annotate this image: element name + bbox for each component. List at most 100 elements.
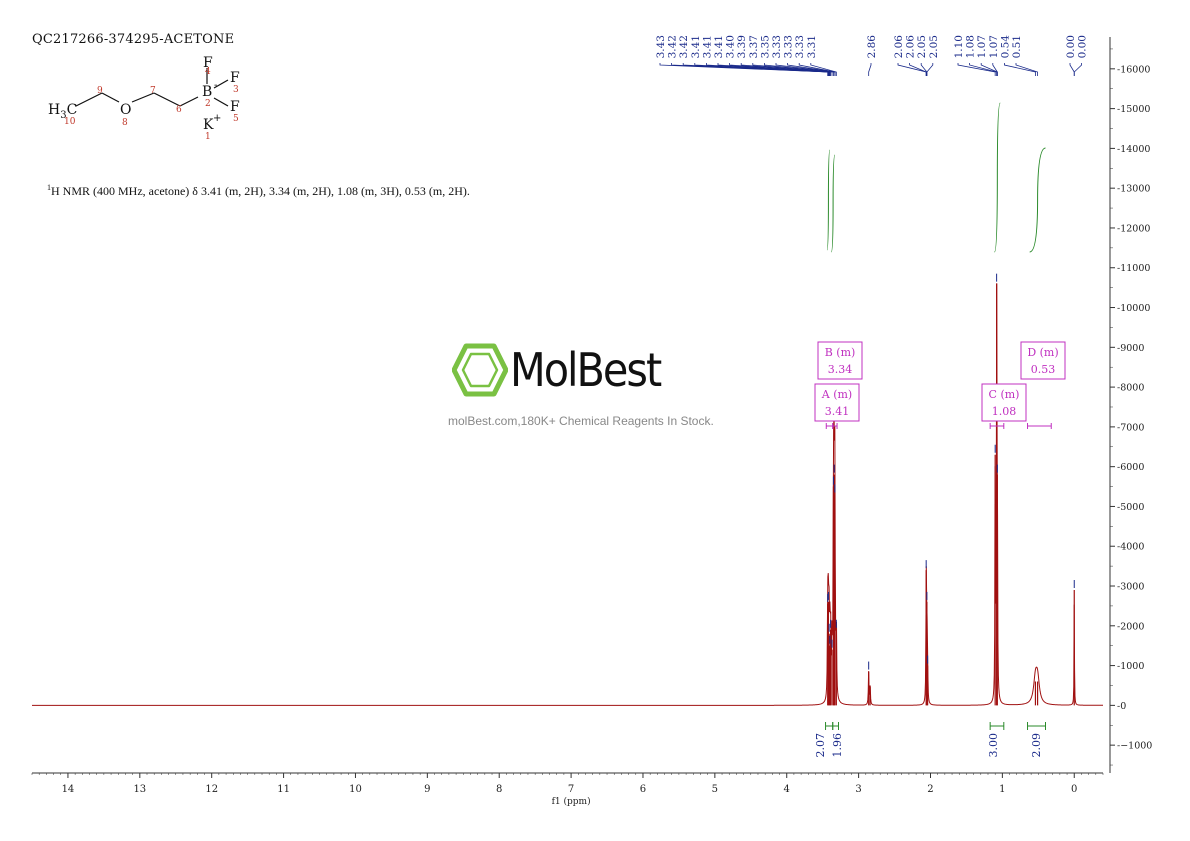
atom-number-10: 10 xyxy=(64,117,76,127)
y-tick-label: -13000 xyxy=(1117,184,1150,195)
peak-label: 0.51 xyxy=(1011,35,1023,58)
multiplet-label: D (m) xyxy=(1027,346,1058,359)
peak-label: 3.37 xyxy=(748,35,760,58)
x-axis-title: f1 (ppm) xyxy=(552,796,591,807)
atom-number-1: 1 xyxy=(205,132,211,142)
nmr-superscript: 1 xyxy=(47,183,51,192)
integral-value: 1.96 xyxy=(831,733,844,758)
y-tick-label: -5000 xyxy=(1117,502,1144,513)
peak-label: 2.05 xyxy=(928,35,940,58)
peak-label-leader xyxy=(1015,63,1038,76)
peak-label: 2.05 xyxy=(916,35,928,58)
integral-curve xyxy=(1029,147,1046,253)
y-tick-label: -9000 xyxy=(1117,343,1144,354)
x-tick-label: 9 xyxy=(424,784,430,795)
atom-number-8: 8 xyxy=(122,118,128,128)
y-tick-label: -14000 xyxy=(1117,144,1150,155)
multiplet-shift: 3.41 xyxy=(825,405,850,418)
peak-label-leader xyxy=(798,63,836,76)
peak-label-leader xyxy=(926,63,934,76)
peak-label: 2.06 xyxy=(893,35,905,59)
y-tick-label: -16000 xyxy=(1117,64,1150,75)
multiplet-box xyxy=(817,341,863,380)
atom-number-9: 9 xyxy=(97,86,103,96)
peak-label: 1.08 xyxy=(965,35,977,58)
y-tick-label: -6000 xyxy=(1117,462,1144,473)
sample-id-title: QC217266-374295-ACETONE xyxy=(32,32,235,47)
brand-name: MolBest xyxy=(510,343,662,397)
multiplet-shift: 3.34 xyxy=(828,363,853,376)
integral-value: 2.07 xyxy=(814,733,827,758)
molecule-structure: H3C O B F F F K + - 10 9 8 7 6 2 4 3 5 1 xyxy=(48,55,240,142)
y-tick-label: -0 xyxy=(1117,701,1126,712)
bond-c7-c6 xyxy=(153,92,181,107)
peak-label-leader xyxy=(992,63,998,76)
integral-value: 3.00 xyxy=(987,733,1000,758)
peak-label: 3.33 xyxy=(783,35,795,58)
x-tick-label: 14 xyxy=(62,784,75,795)
y-tick-label: -8000 xyxy=(1117,383,1144,394)
peak-label-leader xyxy=(909,63,927,76)
atom-o: O xyxy=(120,102,131,118)
atom-k: K xyxy=(203,117,214,133)
bond-o8-c7 xyxy=(131,92,155,103)
peak-label: 0.00 xyxy=(1065,35,1077,58)
nmr-description-text: H NMR (400 MHz, acetone) δ 3.41 (m, 2H),… xyxy=(51,184,470,198)
brand-tagline: molBest.com,180K+ Chemical Reagents In S… xyxy=(448,414,714,428)
atom-number-6: 6 xyxy=(176,105,182,115)
integral-curve xyxy=(830,154,836,253)
peak-label-leader xyxy=(752,63,833,76)
peak-label: 3.40 xyxy=(725,35,737,58)
bond-b2-f5 xyxy=(213,97,229,107)
bond-c6-b2 xyxy=(179,96,199,107)
atom-f-right: F xyxy=(230,70,240,86)
x-tick-label: 0 xyxy=(1071,784,1077,795)
atom-number-7: 7 xyxy=(150,86,156,96)
x-tick-label: 6 xyxy=(640,784,646,795)
peak-label: 3.41 xyxy=(713,35,725,58)
peak-label: 3.41 xyxy=(690,35,702,58)
peak-label: 1.07 xyxy=(988,35,1000,58)
x-tick-label: 1 xyxy=(999,784,1005,795)
integral-curve xyxy=(993,102,1001,253)
benzene-logo-icon xyxy=(452,343,508,397)
spectrum-trace xyxy=(32,283,1103,706)
y-tick-label: -7000 xyxy=(1117,422,1144,433)
peak-label-leader xyxy=(717,63,830,76)
peak-label-leader xyxy=(729,63,831,76)
y-tick-label: -4000 xyxy=(1117,542,1144,553)
x-tick-label: 10 xyxy=(349,784,362,795)
atom-number-3: 3 xyxy=(233,85,239,95)
peak-label-leader xyxy=(1069,63,1075,76)
x-tick-label: 11 xyxy=(277,784,290,795)
atom-f-top: F xyxy=(203,55,213,71)
peak-label-leader xyxy=(1004,63,1036,76)
integral-value: 2.09 xyxy=(1030,733,1043,758)
x-tick-label: 2 xyxy=(927,784,933,795)
peak-label-leader xyxy=(868,63,872,76)
x-tick-label: 12 xyxy=(205,784,218,795)
peak-label: 3.42 xyxy=(678,35,690,58)
nmr-description: 1H NMR (400 MHz, acetone) δ 3.41 (m, 2H)… xyxy=(47,183,470,199)
y-tick-label: -3000 xyxy=(1117,582,1144,593)
y-tick-label: -15000 xyxy=(1117,104,1150,115)
atom-number-2: 2 xyxy=(205,99,211,109)
multiplet-label: A (m) xyxy=(821,388,852,401)
peak-label: 0.00 xyxy=(1077,35,1089,58)
multiplet-label: B (m) xyxy=(825,346,856,359)
peak-label: 3.33 xyxy=(771,35,783,58)
x-tick-label: 13 xyxy=(133,784,146,795)
multiplet-shift: 0.53 xyxy=(1031,363,1056,376)
peak-label: 3.43 xyxy=(655,35,667,58)
peak-label: 3.42 xyxy=(667,35,679,58)
bond-c9-o8 xyxy=(101,92,120,103)
y-tick-label: -2000 xyxy=(1117,621,1144,632)
peak-label: 1.10 xyxy=(953,35,965,58)
peak-label: 0.54 xyxy=(999,35,1011,59)
peak-label-leader xyxy=(764,63,834,76)
peak-label-leader xyxy=(957,63,996,76)
peak-label: 2.06 xyxy=(905,35,917,59)
peak-label: 1.07 xyxy=(976,35,988,58)
multiplet-box xyxy=(1020,341,1066,380)
peak-label-leader xyxy=(897,63,927,76)
